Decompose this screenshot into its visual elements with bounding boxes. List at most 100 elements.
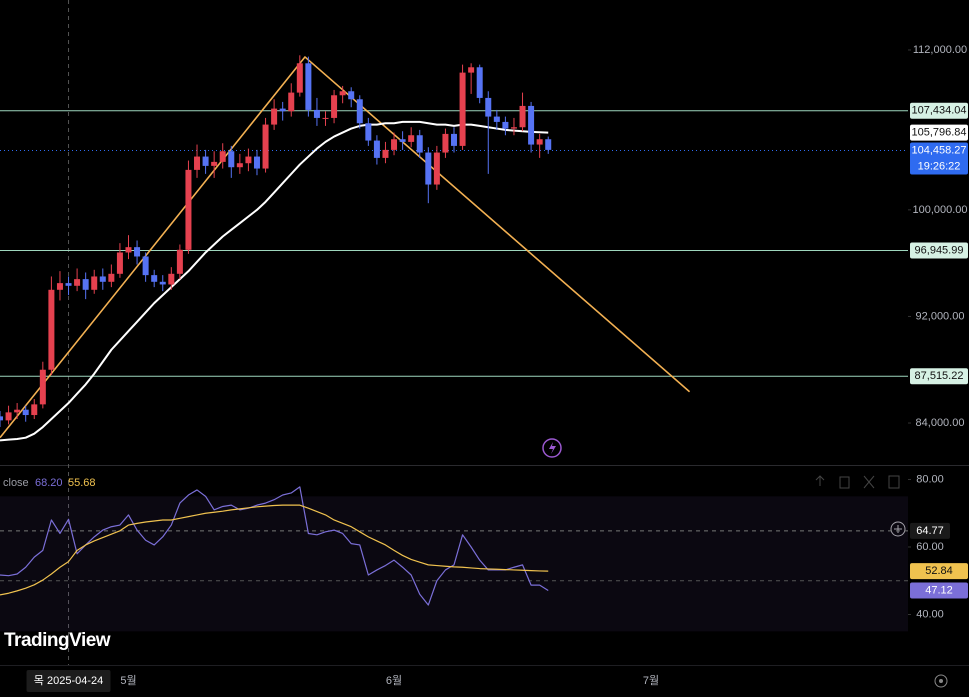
candle-body: [528, 105, 535, 145]
ma-tag: [910, 124, 968, 141]
candle-body: [519, 105, 526, 128]
candle-body: [253, 156, 260, 169]
settings-icon[interactable]: [934, 674, 948, 688]
candle-body: [22, 409, 29, 416]
candle-body: [228, 151, 235, 168]
rsi-tag: [910, 582, 968, 599]
candle-body: [185, 169, 192, 250]
crosshair-date: 목 2025-04-24: [34, 674, 103, 687]
candle-body: [134, 247, 141, 257]
level-tag-label: 96,945.99: [915, 244, 964, 256]
candle-body: [271, 108, 278, 125]
x-tick-label: 7월: [643, 674, 659, 687]
legend-source: close: [3, 477, 29, 489]
candle-body: [151, 275, 158, 282]
candle-body: [459, 72, 466, 146]
y-tick-label: 80.00: [916, 473, 944, 485]
crosshair-tag-label: 64.77: [916, 525, 944, 537]
candle-body: [493, 116, 500, 122]
candle-body: [56, 283, 63, 290]
level-tag-label: 107,434.04: [911, 105, 966, 117]
candle-body: [502, 121, 509, 129]
candle-body: [288, 92, 295, 112]
crosshair-tag: [910, 522, 950, 539]
candle-body: [262, 124, 269, 169]
last-price-label: 104,458.27: [911, 144, 966, 156]
candle-body: [211, 161, 218, 166]
candle-body: [194, 156, 201, 170]
candle-body: [14, 409, 21, 413]
candle-body: [296, 63, 303, 93]
candle-body: [476, 67, 483, 98]
candle-body: [322, 117, 329, 119]
candle-body: [468, 67, 475, 73]
y-tick-label: 100,000.00: [912, 204, 967, 216]
candle-body: [373, 140, 380, 158]
crosshair-add-icon[interactable]: [890, 521, 906, 537]
ma-tag-label: 105,796.84: [911, 127, 966, 139]
candle-body: [416, 135, 423, 153]
last-price-time: 19:26:22: [918, 160, 961, 172]
candle-body: [408, 135, 415, 142]
candle-body: [510, 127, 517, 129]
candle-body: [451, 133, 457, 146]
candle-body: [142, 256, 149, 276]
candle-body: [279, 108, 286, 112]
rsi-line: [0, 504, 549, 596]
candle-body: [91, 276, 98, 290]
candle-body: [219, 151, 226, 162]
candle-body: [485, 97, 492, 117]
y-tick-label: 40.00: [916, 608, 944, 620]
candle-body: [202, 156, 209, 166]
moving-average: [0, 120, 549, 442]
candle-body: [48, 289, 55, 370]
level-tag-label: 87,515.22: [915, 370, 964, 382]
candle-body: [108, 273, 115, 282]
candle-body: [425, 152, 432, 185]
candle-body: [159, 281, 166, 285]
candle-body: [31, 404, 38, 416]
candle-body: [399, 139, 406, 142]
candle-body: [168, 273, 175, 285]
candle-body: [99, 276, 106, 282]
candle-body: [74, 279, 81, 286]
candle-body: [391, 139, 398, 150]
y-tick-label: 112,000.00: [913, 44, 967, 56]
candle-body: [356, 99, 363, 124]
legend-value: 55.68: [68, 477, 96, 489]
pane-toolbar[interactable]: [815, 475, 900, 489]
candle-body: [245, 156, 252, 164]
candle-body: [442, 133, 449, 153]
level-tag: [910, 368, 968, 385]
candle-body: [82, 279, 89, 290]
candle-body: [382, 149, 389, 158]
candle-body: [545, 139, 552, 150]
y-tick-label: 84,000.00: [916, 417, 965, 429]
candle-body: [348, 91, 355, 100]
alert-icon[interactable]: [542, 438, 562, 458]
last-price-tag: [910, 142, 968, 175]
rsi-tag-label: 47.12: [925, 584, 953, 596]
rsi-line: [0, 486, 549, 606]
rsi-tag-label: 52.84: [925, 565, 953, 577]
candle-body: [39, 369, 46, 405]
candle-body: [536, 139, 543, 145]
level-tag: [910, 102, 968, 119]
candle-body: [365, 123, 372, 141]
brand-logo: TradingView: [4, 630, 111, 651]
candle-body: [0, 416, 3, 421]
level-tag: [910, 242, 968, 259]
candle-body: [339, 91, 346, 96]
candle-body: [176, 249, 183, 274]
crosshair-date-box: [26, 670, 111, 692]
x-tick-label: 6월: [386, 674, 402, 687]
candle-body: [305, 63, 312, 110]
trend-line: [0, 56, 691, 439]
rsi-tag: [910, 563, 968, 580]
candle-body: [5, 412, 12, 421]
candle-body: [65, 283, 72, 286]
candle-body: [313, 109, 320, 118]
candle-body: [433, 152, 440, 185]
